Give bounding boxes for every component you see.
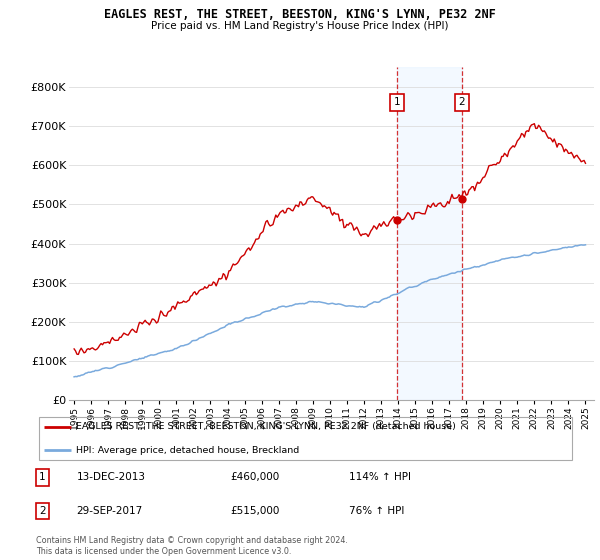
- Text: 1: 1: [39, 473, 46, 483]
- Text: HPI: Average price, detached house, Breckland: HPI: Average price, detached house, Brec…: [77, 446, 300, 455]
- Text: 13-DEC-2013: 13-DEC-2013: [77, 473, 146, 483]
- Text: Price paid vs. HM Land Registry's House Price Index (HPI): Price paid vs. HM Land Registry's House …: [151, 21, 449, 31]
- Text: £515,000: £515,000: [230, 506, 280, 516]
- Text: 114% ↑ HPI: 114% ↑ HPI: [349, 473, 411, 483]
- Text: EAGLES REST, THE STREET, BEESTON, KING'S LYNN, PE32 2NF: EAGLES REST, THE STREET, BEESTON, KING'S…: [104, 8, 496, 21]
- Text: 29-SEP-2017: 29-SEP-2017: [77, 506, 143, 516]
- Text: EAGLES REST, THE STREET, BEESTON, KING'S LYNN, PE32 2NF (detached house): EAGLES REST, THE STREET, BEESTON, KING'S…: [77, 422, 457, 431]
- Text: 1: 1: [394, 97, 400, 108]
- Text: 2: 2: [39, 506, 46, 516]
- Text: £460,000: £460,000: [230, 473, 280, 483]
- Text: 76% ↑ HPI: 76% ↑ HPI: [349, 506, 404, 516]
- Text: 2: 2: [458, 97, 465, 108]
- Text: Contains HM Land Registry data © Crown copyright and database right 2024.
This d: Contains HM Land Registry data © Crown c…: [36, 536, 348, 556]
- Bar: [397, 67, 462, 400]
